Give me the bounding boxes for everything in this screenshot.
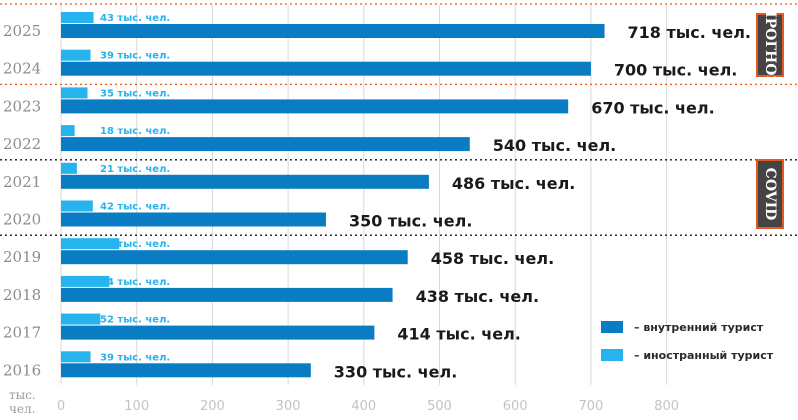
bar-domestic-2024 [61, 61, 591, 76]
foreign-label-2023: 35 тыс. чел. [100, 88, 170, 99]
bar-domestic-2016 [61, 363, 311, 378]
x-tick-400: 400 [351, 399, 376, 414]
bar-domestic-2023 [61, 99, 569, 114]
x-tick-800: 800 [654, 399, 679, 414]
covid-box-text: COVID [762, 168, 778, 221]
year-label-2025: 2025 [3, 22, 41, 40]
forecast-box [756, 13, 784, 77]
year-label-2018: 2018 [3, 286, 41, 304]
x-axis-ticks: 0 100 200 300 400 500 600 700 800 [57, 399, 679, 414]
year-label-2017: 2017 [3, 324, 41, 342]
bar-domestic-2022 [61, 137, 470, 152]
legend-text-1: – иностранный турист [634, 349, 774, 362]
domestic-label-2020: 350 тыс. чел. [349, 212, 472, 231]
year-label-2022: 2022 [3, 135, 41, 153]
covid-box [756, 159, 784, 229]
bar-domestic-2019 [61, 250, 408, 265]
bar-domestic-2020 [61, 212, 326, 227]
bar-domestic-2021 [61, 174, 429, 189]
legend: – внутренний турист – иностранный турист [601, 321, 774, 362]
domestic-label-2017: 414 тыс. чел. [397, 325, 520, 344]
year-label-2019: 2019 [3, 248, 41, 266]
foreign-label-2019: 77 тыс. чел. [100, 239, 170, 250]
legend-swatch-1 [601, 349, 623, 361]
annotation-boxes: ПРОГНОЗ COVID [756, 4, 784, 229]
bar-foreign-2023 [61, 87, 88, 99]
legend-text-0: – внутренний турист [634, 321, 764, 334]
x-tick-100: 100 [124, 399, 149, 414]
bar-foreign-2018 [61, 275, 110, 287]
unit-label-line1: тыс. [9, 388, 36, 402]
data-labels: 43 тыс. чел. 718 тыс. чел. 39 тыс. чел. 700… [100, 13, 751, 381]
bar-foreign-2016 [61, 351, 91, 363]
bar-domestic-2017 [61, 325, 375, 340]
legend-swatch-0 [601, 321, 623, 333]
bar-foreign-2021 [61, 162, 77, 174]
domestic-label-2024: 700 тыс. чел. [614, 61, 737, 80]
x-tick-300: 300 [276, 399, 301, 414]
x-tick-200: 200 [200, 399, 225, 414]
domestic-label-2023: 670 тыс. чел. [591, 98, 714, 117]
bar-foreign-2022 [61, 125, 75, 137]
foreign-label-2024: 39 тыс. чел. [100, 51, 170, 62]
domestic-label-2021: 486 тыс. чел. [452, 174, 575, 193]
year-label-2020: 2020 [3, 211, 41, 229]
group-separators [0, 3, 798, 236]
bars [61, 12, 605, 378]
domestic-label-2025: 718 тыс. чел. [628, 23, 751, 42]
foreign-label-2025: 43 тыс. чел. [100, 13, 170, 24]
unit-label-line2: чел. [9, 402, 35, 416]
domestic-label-2018: 438 тыс. чел. [416, 287, 539, 306]
x-tick-0: 0 [57, 399, 65, 414]
x-tick-700: 700 [578, 399, 603, 414]
forecast-box-text: ПРОГНОЗ [762, 4, 778, 85]
unit-label: тыс.чел. [9, 388, 36, 416]
domestic-label-2022: 540 тыс. чел. [493, 136, 616, 155]
domestic-label-2019: 458 тыс. чел. [431, 249, 554, 268]
bar-foreign-2024 [61, 49, 91, 61]
foreign-label-2018: 64 тыс. чел. [100, 277, 170, 288]
foreign-label-2020: 42 тыс. чел. [100, 202, 170, 213]
foreign-label-2021: 21 тыс. чел. [100, 164, 170, 175]
foreign-label-2022: 18 тыс. чел. [100, 126, 170, 137]
year-label-2021: 2021 [3, 173, 41, 191]
foreign-label-2016: 39 тыс. чел. [100, 352, 170, 363]
bar-foreign-2020 [61, 200, 93, 212]
bar-foreign-2019 [61, 238, 120, 250]
year-label-2016: 2016 [3, 361, 41, 379]
year-label-2024: 2024 [3, 60, 41, 78]
bar-domestic-2025 [61, 24, 605, 38]
bar-foreign-2017 [61, 313, 101, 325]
year-label-2023: 2023 [3, 97, 41, 115]
bar-domestic-2018 [61, 287, 393, 302]
foreign-label-2017: 52 тыс. чел. [100, 315, 170, 326]
x-tick-600: 600 [503, 399, 528, 414]
domestic-label-2016: 330 тыс. чел. [334, 362, 457, 381]
x-tick-500: 500 [427, 399, 452, 414]
year-labels: 2025 2024 2023 2022 2021 2020 2019 2018 2017 2016 [3, 22, 41, 379]
bar-foreign-2025 [61, 12, 94, 23]
